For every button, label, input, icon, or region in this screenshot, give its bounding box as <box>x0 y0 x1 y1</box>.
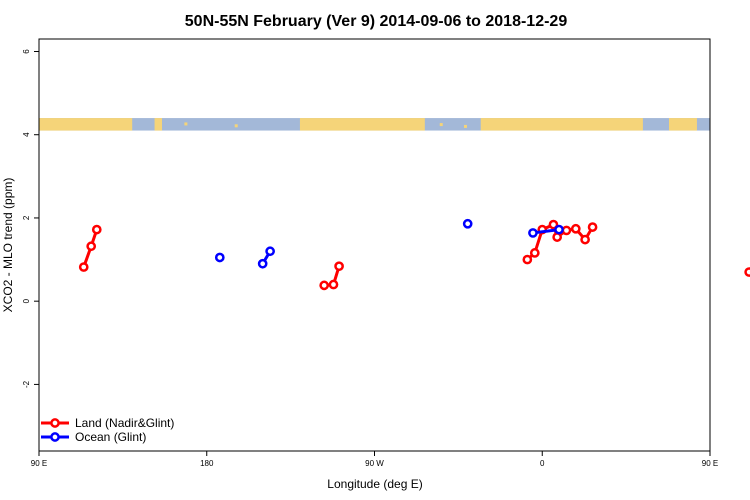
data-point <box>86 241 97 252</box>
data-point <box>257 258 268 269</box>
x-tick-label: 90 W <box>365 459 384 468</box>
axis-ticks: 90 E 180 90 W 0 90 E -2 0 2 4 6 <box>22 49 718 468</box>
y-tick-label: 6 <box>22 49 31 54</box>
data-point <box>528 228 538 238</box>
x-axis-label: Longitude (deg E) <box>327 477 422 491</box>
y-tick-label: 2 <box>22 215 31 220</box>
chart-title: 50N-55N February (Ver 9) 2014-09-06 to 2… <box>185 13 568 30</box>
y-tick-label: 0 <box>22 298 31 303</box>
data-point <box>319 280 330 291</box>
y-tick-label: -2 <box>22 380 31 388</box>
series-layer <box>78 218 750 291</box>
y-tick-label: 4 <box>22 132 31 137</box>
data-point <box>580 234 590 245</box>
data-point <box>78 262 89 272</box>
land-speck <box>501 126 505 130</box>
series <box>78 219 750 291</box>
data-point <box>265 246 275 257</box>
land-band <box>299 118 425 131</box>
legend-marker <box>50 418 60 428</box>
plot-frame <box>38 38 711 452</box>
data-point <box>561 225 572 236</box>
data-point <box>214 252 225 263</box>
land-speck <box>463 124 467 128</box>
data-point <box>587 222 598 232</box>
land-band <box>39 118 133 131</box>
data-point <box>570 223 581 234</box>
land-band <box>154 118 163 131</box>
data-point <box>334 261 344 272</box>
data-point <box>554 224 564 235</box>
y-axis-label: XCO2 - MLO trend (ppm) <box>1 178 15 313</box>
data-point <box>91 224 102 235</box>
series <box>214 218 564 269</box>
legend-marker <box>50 432 60 442</box>
data-point <box>529 248 540 258</box>
land-speck <box>439 123 443 127</box>
data-point <box>744 267 750 277</box>
x-tick-label: 180 <box>200 459 214 468</box>
data-point <box>462 218 473 229</box>
land-ocean-strip <box>39 118 710 131</box>
land-speck <box>616 121 620 125</box>
legend-label: Ocean (Glint) <box>75 430 146 444</box>
x-tick-label: 90 E <box>31 459 47 468</box>
land-band <box>668 118 697 131</box>
data-point <box>328 279 339 290</box>
legend: Land (Nadir&Glint)Ocean (Glint) <box>41 416 174 444</box>
data-point <box>552 232 563 242</box>
x-tick-label: 90 E <box>702 459 718 468</box>
land-speck <box>527 123 531 127</box>
legend-label: Land (Nadir&Glint) <box>75 416 174 430</box>
land-speck <box>184 122 188 126</box>
land-band <box>480 118 643 131</box>
data-point <box>548 219 559 230</box>
x-tick-label: 0 <box>540 459 545 468</box>
data-point <box>522 254 533 265</box>
land-speck <box>234 124 238 128</box>
